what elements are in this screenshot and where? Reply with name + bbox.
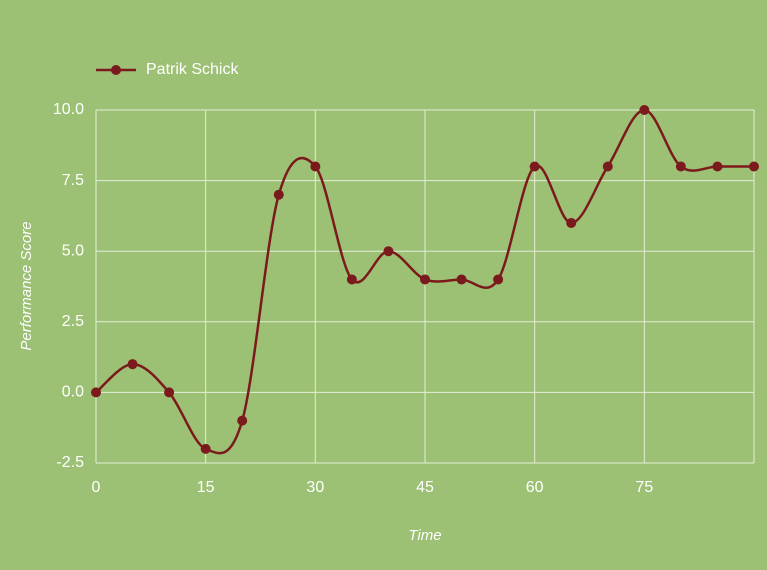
data-point [383,246,394,257]
data-point [456,274,467,285]
x-tick-label: 15 [197,479,215,496]
y-tick-label: 10.0 [53,101,84,118]
x-tick-label: 0 [92,479,101,496]
legend-label: Patrik Schick [146,61,239,78]
x-tick-label: 30 [306,479,324,496]
data-point [602,161,613,172]
data-point [529,161,540,172]
data-point [493,274,504,285]
data-point [675,161,686,172]
data-point [346,274,357,285]
data-point [566,217,577,228]
x-tick-label: 45 [416,479,434,496]
data-point [200,443,211,454]
y-axis-label: Performance Score [18,221,35,350]
data-point [273,189,284,200]
y-tick-label: 0.0 [62,384,84,401]
series-line [95,108,754,455]
data-point [310,161,321,172]
data-point [639,105,650,115]
y-tick-label: 5.0 [62,242,84,259]
y-tick-label: 7.5 [62,172,84,189]
data-point [712,161,723,172]
y-tick-label: -2.5 [56,454,84,471]
data-point [164,387,175,398]
legend-marker [111,65,121,75]
x-tick-label: 60 [526,479,544,496]
x-axis-label: Time [408,527,441,544]
data-point [127,359,138,370]
data-point [749,161,759,172]
data-point [91,387,101,398]
y-tick-label: 2.5 [62,313,84,330]
data-point [237,415,248,426]
data-point [420,274,430,285]
x-tick-label: 75 [635,479,653,496]
